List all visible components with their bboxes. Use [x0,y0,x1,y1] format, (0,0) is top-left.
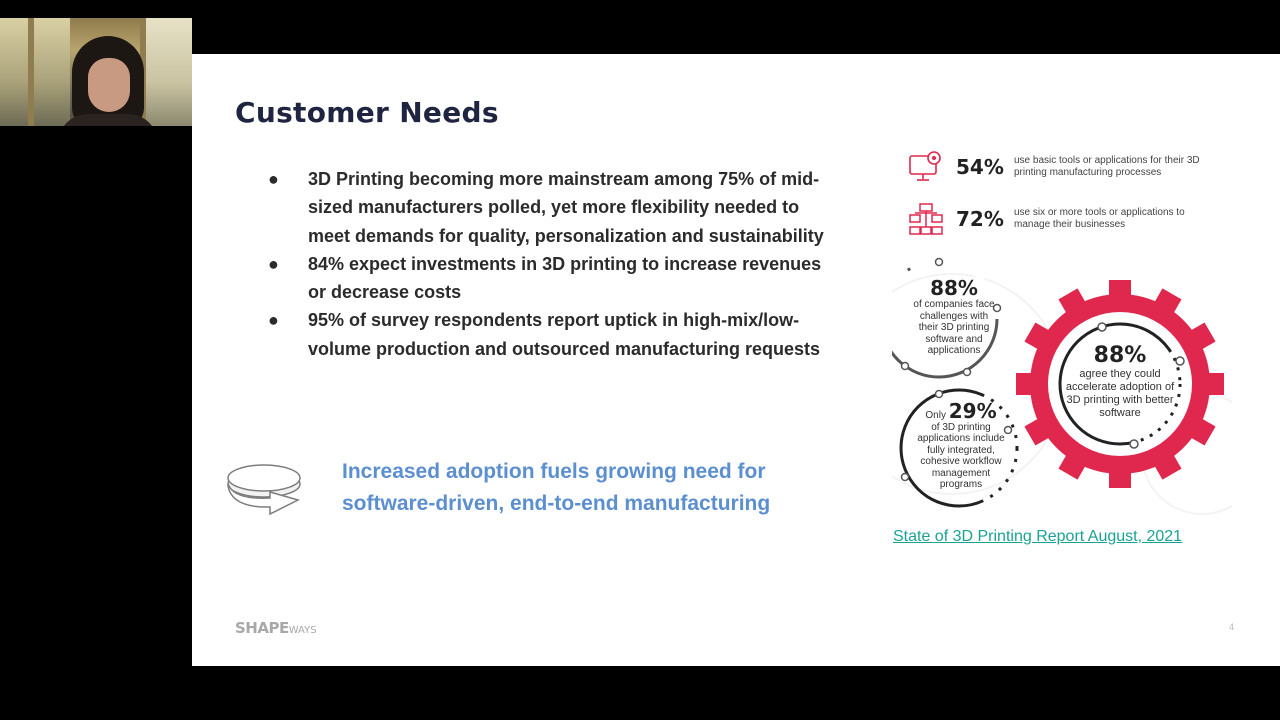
gear-percent: 88% [1093,343,1147,368]
circle-description: of companies face challenges with their … [913,299,995,356]
webcam-window-frame [28,18,34,126]
stat-row: 54% use basic tools or applications for … [908,150,1214,184]
stat-description: use basic tools or applications for thei… [1014,155,1200,178]
presenter-body [58,114,158,126]
report-link[interactable]: State of 3D Printing Report August, 2021 [893,528,1183,545]
bullet-dot: ● [268,253,279,274]
webcam-background-window-right [140,18,192,126]
circular-arrow-icon [227,464,301,516]
logo-main-text: SHAPE [235,619,289,637]
bullet-item: ● 84% expect investments in 3D printing … [268,250,828,307]
stat-percent: 54% [956,155,1004,179]
webcam-background-window-left [0,18,70,126]
callout-text: Increased adoption fuels growing need fo… [342,460,771,515]
infographic-circles [892,257,1232,515]
logo-small-text: WAYS [288,625,317,636]
presenter-face [88,58,130,112]
slide-title: Customer Needs [235,96,499,129]
network-icon [909,203,943,235]
shapeways-logo: SHAPEWAYS [235,619,317,637]
bullet-list: ● 3D Printing becoming more mainstream a… [268,165,828,363]
bullet-item: ● 95% of survey respondents report uptic… [268,306,828,363]
bullet-text: 84% expect investments in 3D printing to… [308,253,822,303]
bullet-item: ● 3D Printing becoming more mainstream a… [268,165,828,250]
presentation-slide: Customer Needs ● 3D Printing becoming mo… [192,54,1280,666]
webcam-video-thumbnail[interactable] [0,18,192,126]
gear-stat: 88% agree they could accelerate adoption… [1060,344,1180,420]
stat-row: 72% use six or more tools or application… [908,202,1214,236]
circle-prefix: Only [925,410,946,421]
gear-icon [1016,280,1224,488]
gear-description: agree they could accelerate adoption of … [1065,368,1175,419]
circle-description: of 3D printing applications include full… [917,421,1005,491]
bullet-text: 95% of survey respondents report uptick … [308,310,821,359]
circle-percent: 29% [948,399,997,423]
computer-gear-icon [909,151,941,181]
stat-percent: 72% [956,207,1004,231]
bullet-text: 3D Printing becoming more mainstream amo… [308,169,824,246]
circle-percent: 88% [930,276,978,300]
bullet-dot: ● [268,310,279,331]
stat-circle-29: Only 29% of 3D printing applications inc… [911,401,1011,491]
stat-circle-88: 88% of companies face challenges with th… [909,277,999,357]
stat-description: use six or more tools or applications to… [1014,207,1185,230]
page-number: 4 [1229,622,1235,632]
bullet-dot: ● [268,169,279,189]
